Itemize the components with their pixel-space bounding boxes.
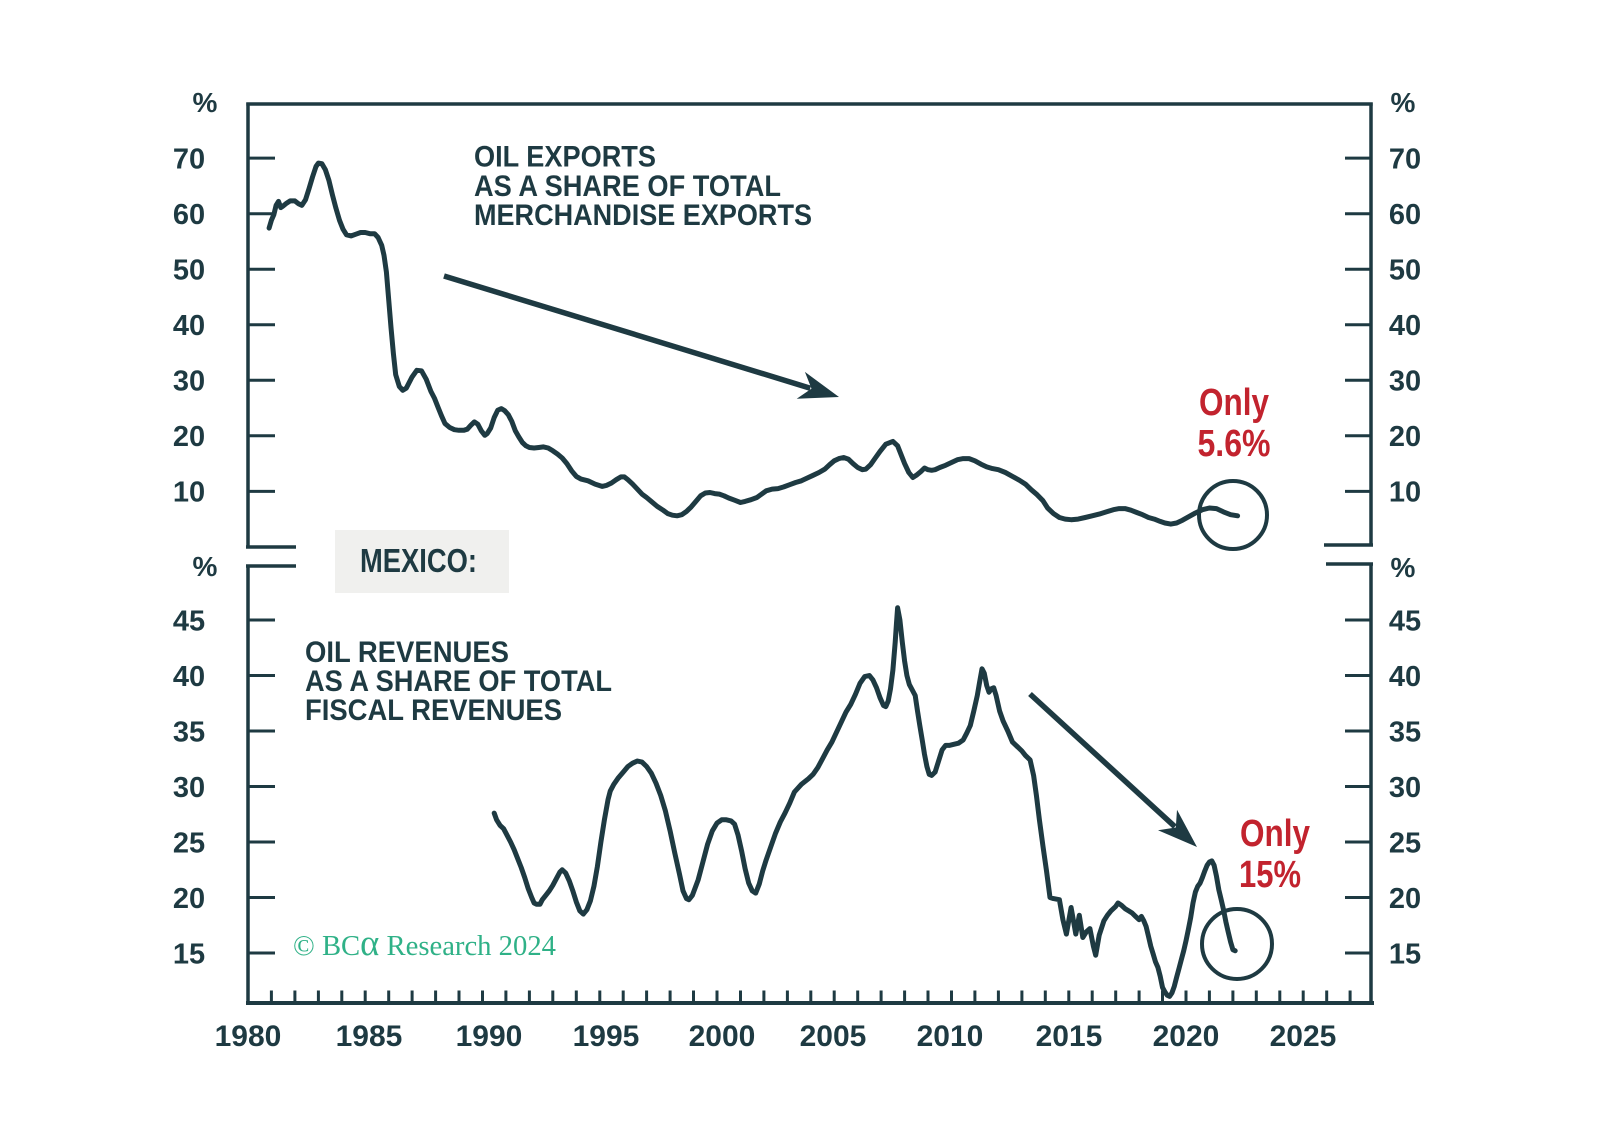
svg-text:15%: 15%: [1239, 854, 1301, 896]
svg-text:1990: 1990: [456, 1020, 523, 1053]
svg-text:40: 40: [173, 661, 205, 693]
svg-text:20: 20: [1389, 883, 1421, 915]
svg-text:45: 45: [1389, 605, 1421, 637]
svg-text:MEXICO:: MEXICO:: [360, 542, 477, 579]
svg-text:Only: Only: [1240, 813, 1310, 855]
svg-text:%: %: [1391, 552, 1416, 583]
svg-text:2015: 2015: [1036, 1020, 1103, 1053]
svg-text:20: 20: [173, 421, 205, 453]
svg-text:60: 60: [1389, 199, 1421, 231]
svg-text:© BCα Research 2024: © BCα Research 2024: [293, 923, 556, 964]
svg-text:2010: 2010: [917, 1020, 984, 1053]
svg-text:%: %: [1391, 87, 1416, 118]
svg-text:50: 50: [173, 255, 205, 287]
svg-text:20: 20: [1389, 421, 1421, 453]
svg-text:2025: 2025: [1270, 1020, 1337, 1053]
svg-text:45: 45: [173, 605, 205, 637]
svg-text:5.6%: 5.6%: [1198, 423, 1271, 465]
svg-text:2005: 2005: [800, 1020, 867, 1053]
svg-text:70: 70: [1389, 143, 1421, 175]
svg-text:1995: 1995: [573, 1020, 640, 1053]
svg-text:1985: 1985: [336, 1020, 403, 1053]
svg-text:Only: Only: [1199, 382, 1269, 424]
svg-text:35: 35: [1389, 716, 1421, 748]
svg-text:MERCHANDISE EXPORTS: MERCHANDISE EXPORTS: [474, 199, 812, 232]
svg-text:OIL REVENUES: OIL REVENUES: [305, 636, 509, 669]
svg-text:2000: 2000: [689, 1020, 756, 1053]
svg-text:FISCAL REVENUES: FISCAL REVENUES: [305, 694, 562, 727]
svg-text:40: 40: [1389, 310, 1421, 342]
svg-text:40: 40: [1389, 661, 1421, 693]
svg-text:30: 30: [1389, 772, 1421, 804]
svg-text:30: 30: [173, 772, 205, 804]
svg-text:10: 10: [173, 477, 205, 509]
svg-text:30: 30: [173, 366, 205, 398]
svg-text:10: 10: [1389, 477, 1421, 509]
svg-text:AS A SHARE OF TOTAL: AS A SHARE OF TOTAL: [305, 665, 612, 698]
svg-text:30: 30: [1389, 366, 1421, 398]
svg-text:25: 25: [173, 827, 205, 859]
svg-text:20: 20: [173, 883, 205, 915]
svg-text:OIL EXPORTS: OIL EXPORTS: [474, 141, 656, 174]
svg-text:15: 15: [1389, 938, 1421, 970]
svg-text:1980: 1980: [215, 1020, 282, 1053]
svg-text:2020: 2020: [1153, 1020, 1220, 1053]
svg-text:50: 50: [1389, 255, 1421, 287]
svg-text:60: 60: [173, 199, 205, 231]
svg-text:%: %: [193, 87, 218, 118]
svg-text:15: 15: [173, 938, 205, 970]
svg-text:70: 70: [173, 143, 205, 175]
svg-text:25: 25: [1389, 827, 1421, 859]
svg-text:40: 40: [173, 310, 205, 342]
svg-text:AS A SHARE OF TOTAL: AS A SHARE OF TOTAL: [474, 170, 781, 203]
svg-text:%: %: [193, 551, 218, 582]
svg-text:35: 35: [173, 716, 205, 748]
